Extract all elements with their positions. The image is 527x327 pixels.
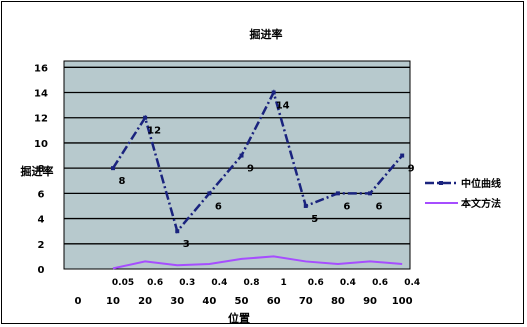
data-labels: 8 12 3 6 9 14 5 6 6 9 0.05 0.6 0.3 0.4 0.8 1 0.6 0.4 0.6 0.… bbox=[112, 101, 420, 288]
series-line-1 bbox=[111, 89, 404, 234]
data-point-series-1-100 bbox=[400, 153, 405, 158]
data-label-series-1-50: 9 bbox=[247, 164, 254, 175]
data-label-series-2-100: 0.4 bbox=[404, 278, 420, 288]
y-tick-label-8: 8 bbox=[38, 164, 45, 175]
data-label-series-2-10: 0.05 bbox=[112, 278, 134, 288]
data-point-series-1-70 bbox=[303, 203, 308, 208]
x-tick-label-10: 10 bbox=[106, 296, 120, 307]
legend-label-series-2: 本文方法 bbox=[461, 197, 501, 210]
y-tick-label-6: 6 bbox=[38, 189, 45, 200]
data-label-series-1-60: 14 bbox=[276, 101, 290, 112]
y-tick-label-10: 10 bbox=[34, 139, 48, 150]
data-point-series-1-40 bbox=[207, 191, 212, 196]
y-tick-label-12: 12 bbox=[34, 114, 48, 125]
data-label-series-1-10: 8 bbox=[119, 176, 126, 187]
data-label-series-2-20: 0.6 bbox=[147, 278, 163, 288]
data-label-series-2-40: 0.4 bbox=[211, 278, 227, 288]
legend-label-series-1: 中位曲线 bbox=[461, 177, 501, 190]
data-point-series-1-30 bbox=[175, 229, 180, 234]
y-tick-label-2: 2 bbox=[38, 240, 45, 251]
data-label-series-2-30: 0.3 bbox=[179, 278, 195, 288]
series-line-2 bbox=[112, 255, 403, 270]
data-point-series-1-50 bbox=[239, 153, 244, 158]
x-tick-label-40: 40 bbox=[202, 296, 216, 307]
legend: 中位曲线 本文方法 bbox=[425, 177, 501, 210]
data-label-series-2-50: 0.8 bbox=[244, 278, 260, 288]
data-label-series-1-20: 12 bbox=[147, 126, 161, 137]
data-point-series-1-10 bbox=[111, 166, 115, 171]
x-tick-label-100: 100 bbox=[392, 296, 413, 307]
data-label-series-1-30: 3 bbox=[183, 239, 190, 250]
data-label-series-2-90: 0.6 bbox=[372, 278, 388, 288]
data-label-series-2-80: 0.4 bbox=[340, 278, 356, 288]
data-point-series-1-80 bbox=[335, 191, 340, 196]
plot-area bbox=[63, 60, 411, 270]
data-label-series-1-90: 6 bbox=[376, 201, 383, 212]
x-tick-label-80: 80 bbox=[331, 296, 345, 307]
data-point-series-1-90 bbox=[368, 191, 373, 196]
x-tick-label-90: 90 bbox=[363, 296, 377, 307]
x-axis-label: 位置 bbox=[228, 311, 250, 325]
chart-title: 掘进率 bbox=[250, 27, 283, 41]
legend-marker-series-1 bbox=[439, 181, 443, 185]
x-tick-label-30: 30 bbox=[170, 296, 184, 307]
data-label-series-2-60: 1 bbox=[281, 278, 287, 288]
y-tick-label-14: 14 bbox=[34, 89, 48, 100]
x-tick-label-0: 0 bbox=[75, 296, 82, 307]
y-tick-label-16: 16 bbox=[34, 63, 48, 74]
series-layer bbox=[111, 89, 405, 270]
data-label-series-2-70: 0.6 bbox=[308, 278, 324, 288]
x-tick-label-20: 20 bbox=[138, 296, 152, 307]
y-tick-label-4: 4 bbox=[38, 215, 45, 226]
data-label-series-1-100: 9 bbox=[408, 164, 415, 175]
y-axis-label: 掘进率 bbox=[21, 164, 54, 178]
data-point-series-1-20 bbox=[143, 115, 148, 120]
x-tick-label-50: 50 bbox=[235, 296, 249, 307]
data-point-series-1-60 bbox=[271, 90, 276, 95]
data-label-series-1-40: 6 bbox=[215, 201, 222, 212]
grid bbox=[64, 66, 410, 245]
y-tick-label-0: 0 bbox=[38, 265, 45, 276]
data-label-series-1-80: 6 bbox=[343, 201, 350, 212]
data-label-series-1-70: 5 bbox=[311, 214, 318, 225]
plot-background bbox=[63, 60, 411, 270]
x-tick-label-70: 70 bbox=[299, 296, 313, 307]
x-tick-label-60: 60 bbox=[267, 296, 281, 307]
